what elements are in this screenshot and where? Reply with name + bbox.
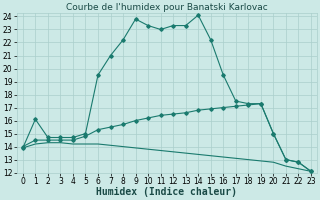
X-axis label: Humidex (Indice chaleur): Humidex (Indice chaleur) bbox=[96, 187, 237, 197]
Title: Courbe de l'humidex pour Banatski Karlovac: Courbe de l'humidex pour Banatski Karlov… bbox=[66, 3, 268, 12]
